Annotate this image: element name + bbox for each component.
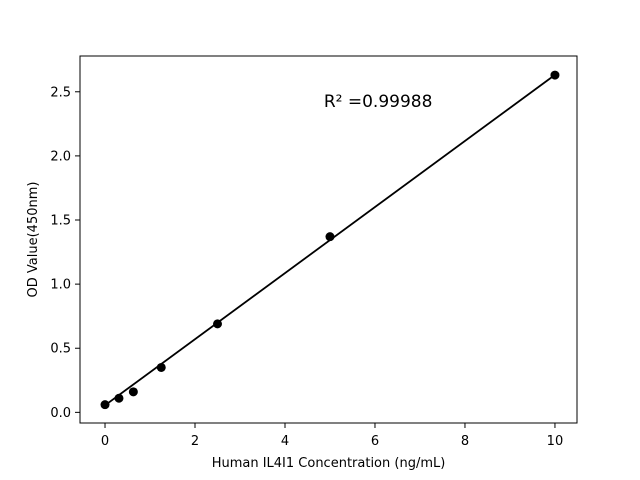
y-tick-label: 2.5 [50, 85, 71, 100]
x-axis-label: Human IL4I1 Concentration (ng/mL) [212, 456, 446, 471]
y-axis-label: OD Value(450nm) [26, 182, 41, 298]
y-tick-label: 2.0 [50, 149, 71, 164]
x-tick-label: 0 [101, 434, 109, 449]
data-point [213, 319, 223, 329]
data-point [325, 232, 335, 242]
x-tick-label: 2 [191, 434, 199, 449]
x-tick-label: 6 [371, 434, 379, 449]
r-squared-annotation: R² =0.99988 [324, 92, 433, 112]
data-point [156, 362, 166, 372]
data-point [128, 387, 138, 397]
data-point [114, 393, 124, 403]
data-point [100, 400, 110, 410]
y-tick-label: 0.0 [50, 406, 71, 421]
x-tick-label: 8 [461, 434, 469, 449]
x-tick-label: 10 [547, 434, 564, 449]
x-tick-label: 4 [281, 434, 289, 449]
y-tick-label: 1.0 [50, 278, 71, 293]
data-point [550, 70, 560, 80]
y-tick-label: 1.5 [50, 214, 71, 229]
y-tick-label: 0.5 [50, 342, 71, 357]
plot-frame [79, 55, 578, 424]
